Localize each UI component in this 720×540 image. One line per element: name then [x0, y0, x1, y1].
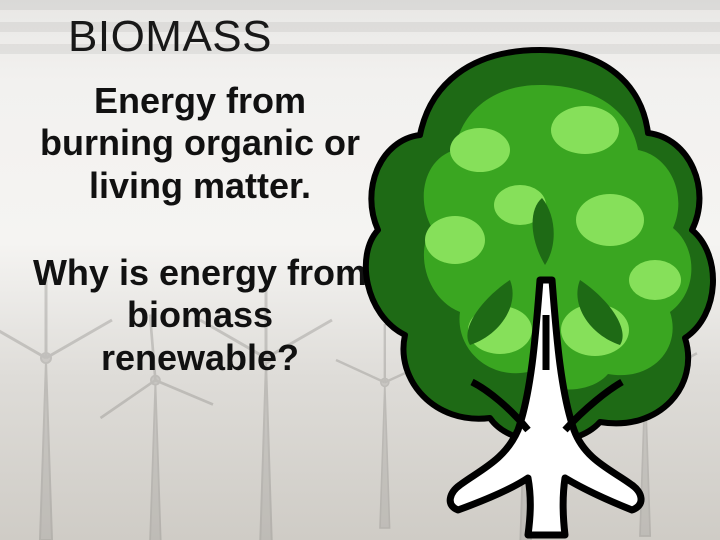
slide-question: Why is energy from biomass renewable?: [30, 252, 370, 379]
slide-subtitle: Energy from burning organic or living ma…: [30, 80, 370, 207]
slide-title: BIOMASS: [68, 12, 272, 62]
slide-content: BIOMASS Energy from burning organic or l…: [0, 0, 720, 540]
